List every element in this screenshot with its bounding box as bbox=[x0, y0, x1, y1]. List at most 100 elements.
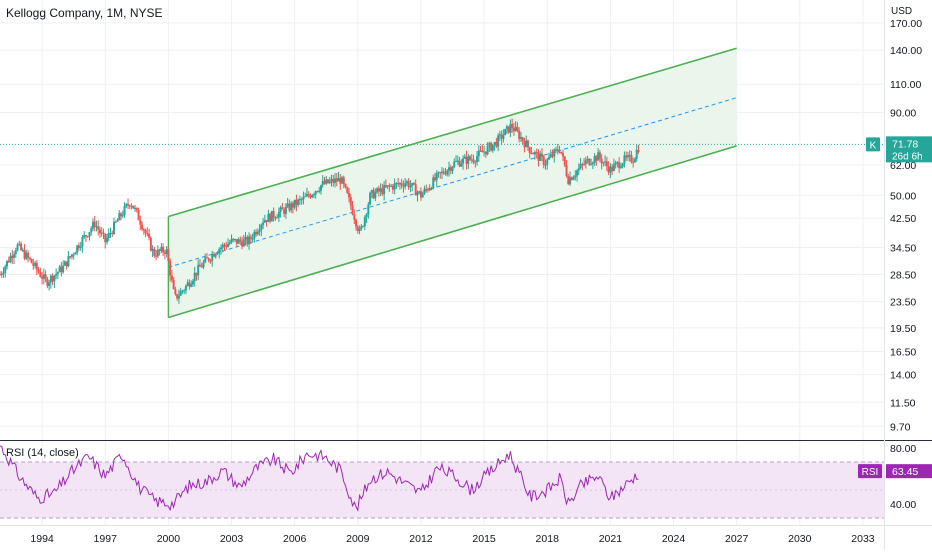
candle-body bbox=[319, 185, 322, 191]
candle-body bbox=[98, 229, 101, 234]
candle-body bbox=[30, 259, 33, 264]
candle-body bbox=[469, 156, 472, 160]
time-tick-label: 1997 bbox=[94, 533, 118, 545]
candle-body bbox=[195, 272, 198, 276]
candle-body bbox=[309, 195, 312, 198]
candle-body bbox=[223, 244, 226, 246]
candle-body bbox=[637, 150, 640, 152]
candle-body bbox=[141, 224, 144, 230]
candle-body bbox=[93, 221, 96, 228]
candle-body bbox=[535, 152, 538, 154]
candle-body bbox=[519, 137, 522, 140]
candle-body bbox=[0, 274, 1, 276]
candle-body bbox=[437, 172, 440, 174]
candle-body bbox=[595, 156, 598, 161]
candle-body bbox=[442, 171, 445, 174]
candle-body bbox=[444, 173, 447, 175]
candle-body bbox=[295, 199, 298, 205]
candle-body bbox=[77, 245, 80, 249]
candle-body bbox=[284, 206, 287, 214]
candle-body bbox=[65, 261, 68, 267]
candle-body bbox=[42, 274, 45, 279]
candle-body bbox=[577, 168, 580, 171]
candle-body bbox=[111, 233, 114, 235]
candle-body bbox=[142, 229, 145, 231]
candle-body bbox=[253, 231, 256, 239]
candle-body bbox=[130, 205, 133, 207]
candle-body bbox=[495, 141, 498, 147]
candle-body bbox=[186, 282, 189, 286]
candle-body bbox=[476, 156, 479, 162]
candle-body bbox=[25, 252, 28, 259]
candle-body bbox=[607, 166, 610, 173]
candle-body bbox=[32, 263, 35, 266]
candles bbox=[0, 118, 640, 304]
candle-body bbox=[167, 249, 170, 261]
candle-body bbox=[344, 183, 347, 188]
candle-body bbox=[179, 291, 182, 296]
candle-body bbox=[160, 246, 163, 251]
candle-body bbox=[404, 183, 407, 187]
candle-body bbox=[509, 124, 512, 133]
time-tick-label: 2000 bbox=[157, 533, 181, 545]
candle-body bbox=[619, 166, 622, 169]
candle-body bbox=[139, 220, 142, 225]
candle-body bbox=[286, 203, 289, 207]
candle-body bbox=[118, 213, 121, 221]
candle-body bbox=[346, 187, 349, 194]
candle-body bbox=[507, 126, 510, 133]
candle-body bbox=[591, 162, 594, 165]
candle-body bbox=[334, 178, 337, 183]
rsi-badge-text: RSI bbox=[862, 467, 879, 478]
candle-body bbox=[170, 275, 173, 280]
candle-body bbox=[232, 238, 235, 240]
candle-body bbox=[27, 252, 30, 258]
candle-body bbox=[558, 151, 561, 153]
candle-body bbox=[335, 178, 338, 182]
price-tick-label: 9.70 bbox=[890, 421, 911, 433]
candle-body bbox=[597, 152, 600, 161]
candle-body bbox=[288, 203, 291, 211]
candle-body bbox=[395, 183, 398, 185]
candle-body bbox=[314, 191, 317, 195]
candle-body bbox=[416, 192, 419, 196]
candle-body bbox=[197, 264, 200, 276]
candle-body bbox=[355, 219, 358, 227]
candle-body bbox=[123, 205, 126, 216]
candle-body bbox=[626, 155, 629, 158]
candle-body bbox=[614, 162, 617, 165]
candle-body bbox=[491, 145, 494, 151]
candle-body bbox=[279, 207, 282, 212]
candle-body bbox=[190, 284, 193, 287]
candle-body bbox=[198, 264, 201, 267]
candle-body bbox=[191, 280, 194, 285]
candle-body bbox=[16, 244, 19, 251]
candle-body bbox=[377, 188, 380, 192]
candle-body bbox=[169, 260, 172, 276]
candle-body bbox=[181, 290, 184, 292]
candle-body bbox=[227, 243, 230, 247]
candle-body bbox=[376, 188, 379, 193]
candle-body bbox=[555, 149, 558, 151]
candle-body bbox=[323, 180, 326, 184]
candle-body bbox=[184, 285, 187, 291]
candle-body bbox=[151, 248, 154, 251]
candle-body bbox=[505, 126, 508, 130]
candle-body bbox=[230, 238, 233, 243]
candle-body bbox=[311, 194, 314, 198]
candle-body bbox=[581, 164, 584, 166]
candle-body bbox=[388, 185, 391, 187]
last-price-value: 71.78 bbox=[892, 138, 918, 150]
candle-body bbox=[176, 294, 179, 299]
channel-lower-line bbox=[168, 145, 737, 319]
candle-body bbox=[63, 261, 66, 266]
candle-body bbox=[383, 185, 386, 195]
candle-body bbox=[37, 269, 40, 273]
candle-body bbox=[193, 272, 196, 281]
candle-body bbox=[44, 274, 47, 279]
candle-body bbox=[267, 213, 270, 222]
candle-body bbox=[162, 246, 165, 253]
candle-body bbox=[70, 254, 73, 257]
